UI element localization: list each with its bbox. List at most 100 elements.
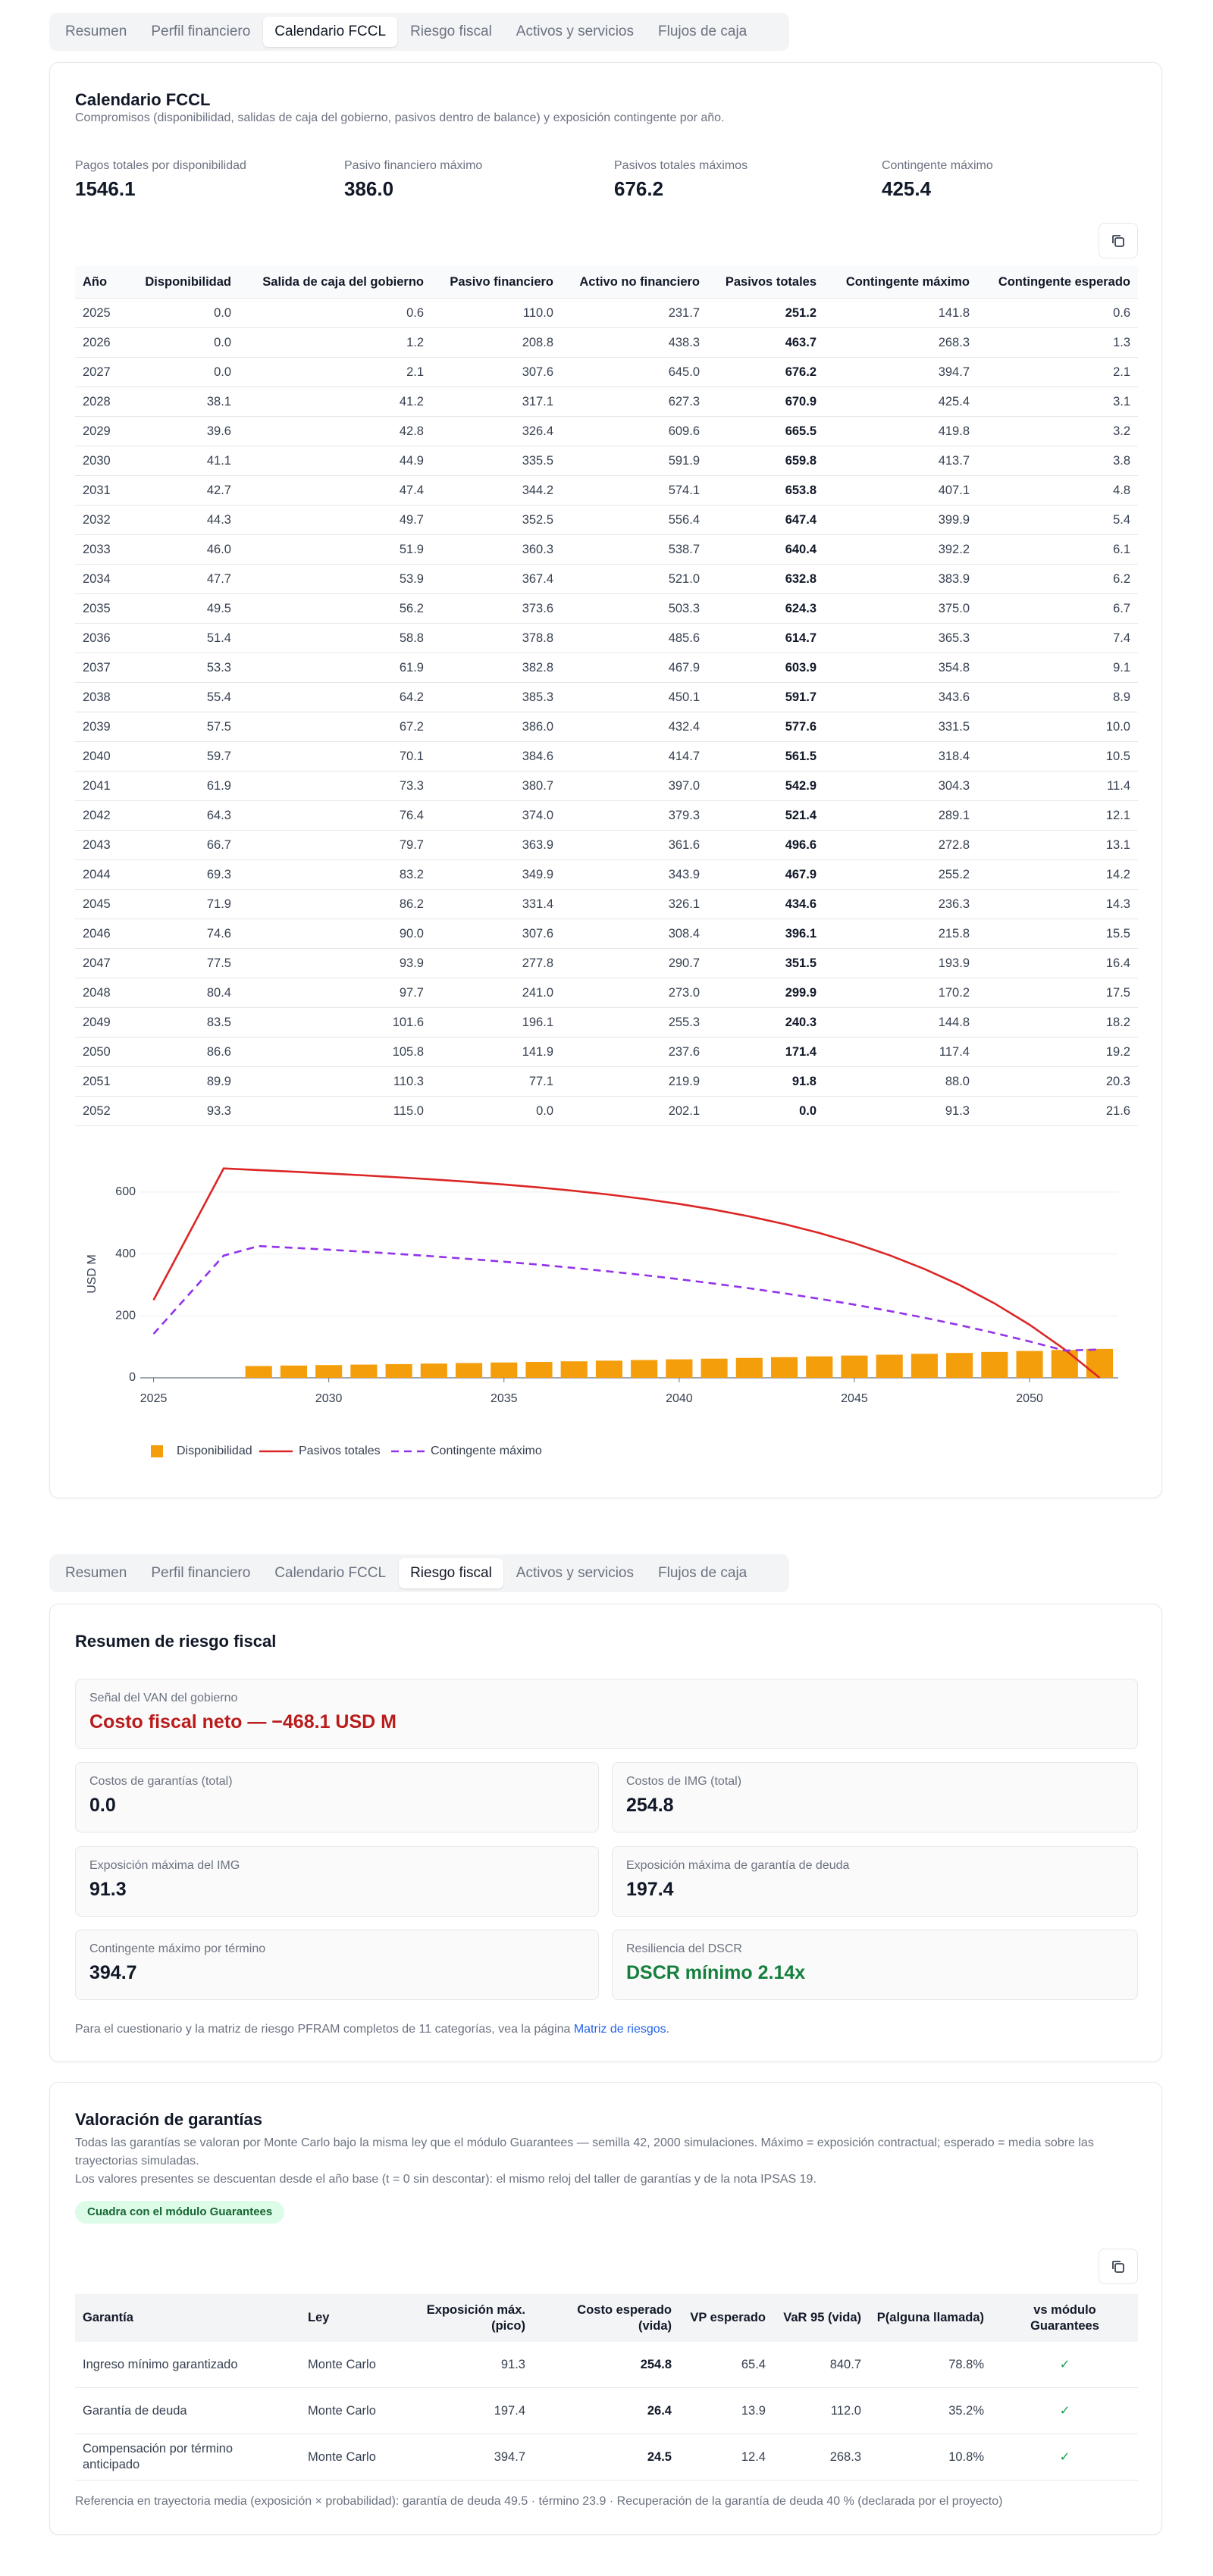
cell: 485.6 [561, 623, 707, 653]
cell: 12.4 [679, 2434, 773, 2481]
cell: Monte Carlo [300, 2387, 387, 2434]
legend-label: Disponibilidad [177, 1445, 252, 1457]
cell: 561.5 [707, 741, 824, 772]
tab[interactable]: Perfil financiero [151, 23, 251, 39]
badge: Cuadra con el módulo Guarantees [75, 2201, 285, 2224]
row: 2040 59.7 70.1 384.6 414.7 561.5 318.4 10.5 [75, 741, 1138, 772]
bar [420, 1363, 447, 1378]
row: 2030 41.1 44.9 335.5 591.9 659.8 413.7 3.8 [75, 446, 1138, 476]
bar [595, 1360, 622, 1378]
cell: 241.0 [431, 978, 561, 1008]
tab[interactable]: Calendario FCCL [263, 17, 398, 47]
column-header: vs módulo Guarantees [992, 2294, 1138, 2342]
row: 2035 49.5 56.2 373.6 503.3 624.3 375.0 6.7 [75, 593, 1138, 624]
tab[interactable]: Activos y servicios [516, 23, 634, 39]
cell: 2041 [75, 771, 124, 801]
tab[interactable]: Perfil financiero [151, 1565, 251, 1581]
cell: 659.8 [707, 446, 824, 476]
cell: 268.3 [824, 327, 977, 358]
cell: 13.9 [679, 2387, 773, 2434]
cell: 91.3 [387, 2342, 533, 2388]
tab[interactable]: Resumen [65, 1565, 127, 1581]
bar [911, 1354, 938, 1378]
cell: 609.6 [561, 416, 707, 446]
tab[interactable]: Resumen [65, 23, 127, 39]
cell: 632.8 [707, 564, 824, 594]
row: 2039 57.5 67.2 386.0 432.4 577.6 331.5 10.0 [75, 712, 1138, 742]
x-tick-label: 2025 [140, 1392, 168, 1405]
signal-box: Señal del VAN del gobierno Costo fiscal … [75, 1679, 1138, 1749]
cell: 39.6 [124, 416, 239, 446]
tab[interactable]: Activos y servicios [516, 1565, 634, 1581]
column-header: Año [75, 266, 124, 299]
cell: 49.5 [124, 593, 239, 624]
tab[interactable]: Calendario FCCL [274, 1565, 387, 1581]
cell: 2039 [75, 712, 124, 742]
column-header: Exposición máx. (pico) [387, 2294, 533, 2342]
cell: ✓ [992, 2387, 1138, 2434]
cell: Monte Carlo [300, 2342, 387, 2388]
cell: 0.0 [124, 298, 239, 328]
row: 2052 93.3 115.0 0.0 202.1 0.0 91.3 21.6 [75, 1096, 1138, 1126]
cell: 219.9 [561, 1066, 707, 1097]
cell: 83.2 [239, 859, 431, 890]
cell: 640.4 [707, 534, 824, 565]
risk-box: Resiliencia del DSCR DSCR mínimo 2.14x [612, 1930, 1138, 2000]
cell: 21.6 [977, 1096, 1138, 1126]
cell: 77.5 [124, 948, 239, 978]
cell: 110.0 [431, 298, 561, 328]
cell: 396.1 [707, 919, 824, 949]
link[interactable]: Matriz de riesgos [573, 2023, 666, 2036]
cell: 73.3 [239, 771, 431, 801]
cell: 202.1 [561, 1096, 707, 1126]
cell: 251.2 [707, 298, 824, 328]
risk-box: Exposición máxima de garantía de deuda 19… [612, 1846, 1138, 1917]
cell: 670.9 [707, 387, 824, 417]
column-header: VP esperado [679, 2294, 773, 2342]
table-head: Garantía Ley Exposición máx. (pico) Costo e… [75, 2294, 1138, 2342]
cell: 58.8 [239, 623, 431, 653]
cell: 83.5 [124, 1007, 239, 1038]
bar [1051, 1350, 1078, 1378]
tab[interactable]: Flujos de caja [658, 23, 748, 39]
cell: 67.2 [239, 712, 431, 742]
cell: 89.9 [124, 1066, 239, 1097]
cell: 66.7 [124, 830, 239, 860]
cell: 352.5 [431, 505, 561, 535]
cell: 2026 [75, 327, 124, 358]
cell: 380.7 [431, 771, 561, 801]
cell: 2030 [75, 446, 124, 476]
cell: 86.6 [124, 1037, 239, 1067]
column-header: Disponibilidad [124, 266, 239, 299]
cell: 591.9 [561, 446, 707, 476]
risk-value: 197.4 [626, 1879, 674, 1900]
copy-button[interactable] [1099, 2249, 1138, 2284]
column-header: Pasivos totales [707, 266, 824, 299]
tab[interactable]: Riesgo fiscal [410, 23, 492, 39]
cell: 397.0 [561, 771, 707, 801]
cell: 2051 [75, 1066, 124, 1097]
row: 2046 74.6 90.0 307.6 308.4 396.1 215.8 15.5 [75, 919, 1138, 949]
cell: 2044 [75, 859, 124, 890]
y-tick-label: 600 [115, 1185, 136, 1198]
cell: 496.6 [707, 830, 824, 860]
cell: 272.8 [824, 830, 977, 860]
stat-label: Pasivos totales máximos [614, 159, 748, 172]
risk-label: Resiliencia del DSCR [626, 1942, 742, 1955]
row: 2036 51.4 58.8 378.8 485.6 614.7 365.3 7.4 [75, 623, 1138, 653]
bar [525, 1361, 553, 1378]
cell: 196.1 [431, 1007, 561, 1038]
cell: 91.8 [707, 1066, 824, 1097]
cell: 2031 [75, 475, 124, 505]
cell: 16.4 [977, 948, 1138, 978]
cell: 374.0 [431, 800, 561, 831]
cell: 1.3 [977, 327, 1138, 358]
copy-button[interactable] [1099, 223, 1138, 258]
tab[interactable]: Riesgo fiscal [399, 1558, 503, 1588]
cell: 171.4 [707, 1037, 824, 1067]
cell: 240.3 [707, 1007, 824, 1038]
cell: 0.6 [239, 298, 431, 328]
tab[interactable]: Flujos de caja [658, 1565, 748, 1581]
cell: 2037 [75, 653, 124, 683]
row: 2047 77.5 93.9 277.8 290.7 351.5 193.9 16.4 [75, 948, 1138, 978]
